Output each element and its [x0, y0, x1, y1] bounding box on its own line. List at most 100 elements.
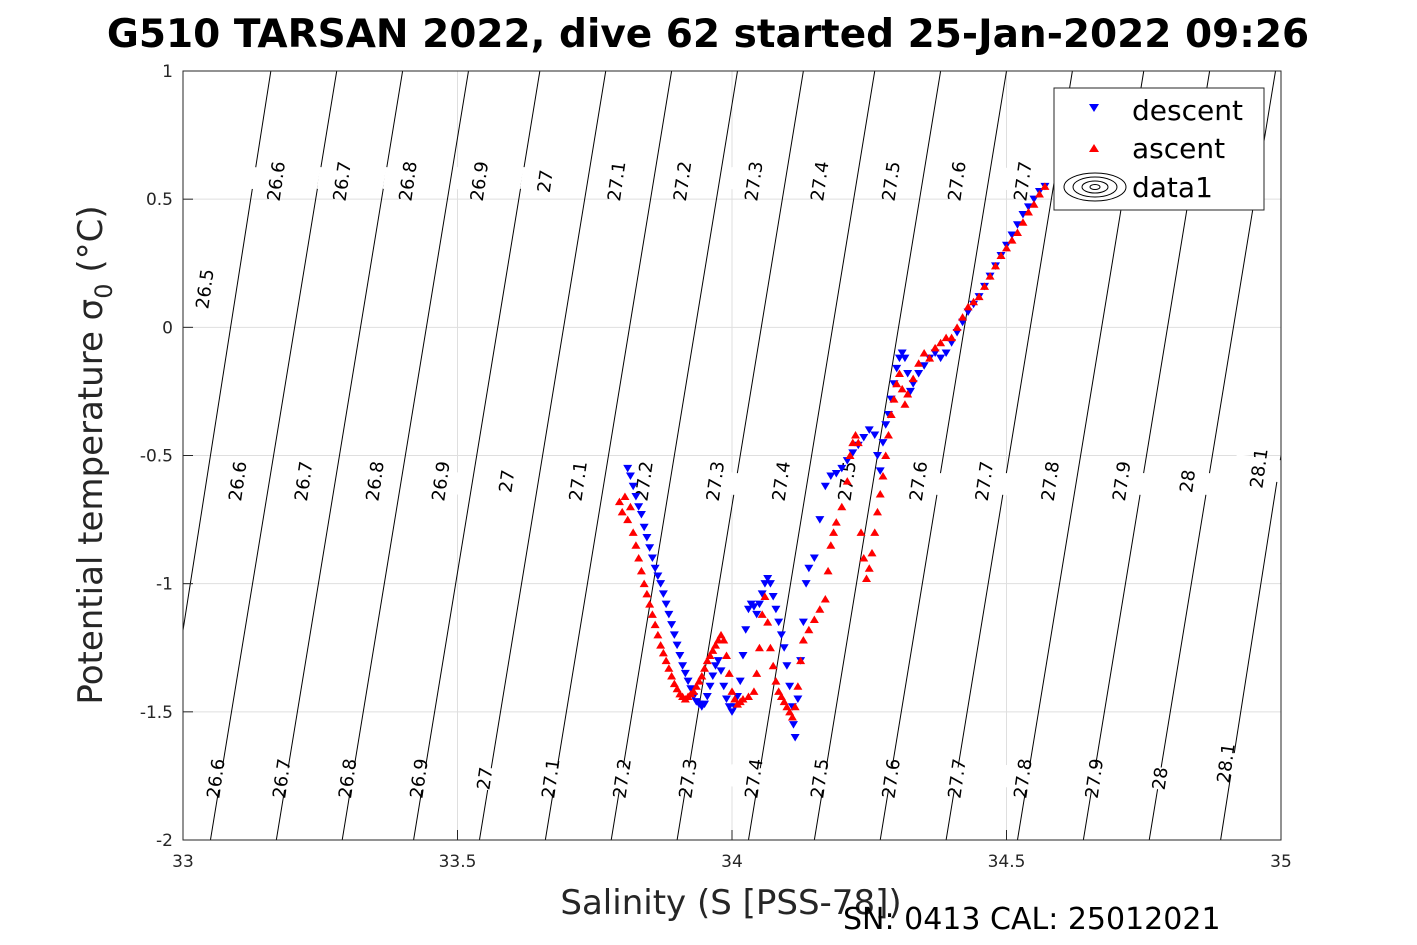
descent-point	[875, 467, 885, 475]
isopycnal-27	[478, 71, 607, 840]
isopycnal-label-bg	[1096, 466, 1148, 496]
descent-point	[842, 457, 852, 465]
isopycnal-label-27: 27	[473, 766, 497, 792]
ascent-point	[782, 702, 792, 711]
ascent-point	[623, 515, 633, 524]
descent-point	[738, 651, 748, 660]
ascent-point	[716, 630, 726, 639]
ascent-point	[930, 343, 940, 352]
isopycnal-label-bg	[728, 764, 780, 793]
ascent-point	[798, 636, 808, 644]
isopycnal-label-bg	[931, 166, 983, 196]
descent-point	[900, 354, 910, 363]
isopycnal-27.3	[676, 71, 804, 840]
ascent-point	[749, 687, 759, 695]
isopycnal-label-bg	[520, 166, 571, 196]
ascent-point	[856, 528, 866, 536]
descent-point	[625, 472, 635, 481]
descent-point	[672, 641, 682, 650]
ascent-point	[886, 410, 896, 418]
isopycnal-label-bg	[662, 764, 714, 793]
descent-point	[669, 631, 679, 639]
descent-point	[908, 380, 918, 388]
ascent-point	[1018, 218, 1028, 226]
x-tick-label: 35	[1270, 852, 1292, 872]
isopycnal-label-bg	[728, 166, 780, 196]
isopycnal-label-bg	[959, 466, 1010, 496]
descent-point	[785, 682, 795, 691]
descent-point	[678, 662, 688, 670]
ascent-point	[776, 692, 786, 700]
descent-point	[782, 662, 792, 670]
isopycnal-label-bg	[794, 166, 846, 196]
ascent-point	[919, 348, 929, 357]
descent-point	[713, 657, 723, 665]
ascent-point	[875, 489, 885, 498]
descent-point	[749, 603, 759, 611]
descent-point	[793, 695, 803, 704]
isopycnal-label-bg	[1025, 466, 1076, 496]
isopycnal-label-bg	[893, 466, 944, 496]
descent-point	[639, 523, 649, 532]
descent-point	[702, 692, 712, 701]
isopycnal-label-bg	[459, 764, 511, 793]
ascent-point	[702, 656, 712, 665]
ascent-point	[914, 359, 924, 367]
descent-point	[864, 426, 874, 434]
ascent-point	[867, 548, 877, 557]
isopycnal-label-bg	[190, 764, 242, 793]
descent-point	[757, 590, 767, 598]
ascent-point	[628, 528, 638, 536]
ascent-point	[647, 610, 657, 618]
descent-point	[732, 692, 742, 701]
descent-point	[667, 621, 677, 629]
ascent-point	[963, 302, 973, 311]
descent-point	[801, 580, 811, 588]
descent-point	[727, 708, 737, 716]
descent-point	[642, 534, 652, 542]
ascent-point	[697, 671, 707, 680]
descent-point	[779, 644, 789, 652]
ascent-point	[958, 313, 968, 321]
legend-entry-data1: data1	[1063, 171, 1213, 204]
ascent-point	[845, 451, 855, 459]
ascent-point	[969, 297, 979, 306]
ascent-point	[894, 369, 904, 377]
isopycnal-label-bg	[322, 764, 373, 793]
descent-point	[947, 339, 957, 347]
isopycnal-27.7	[945, 71, 1073, 840]
descent-point	[826, 472, 836, 481]
descent-point	[930, 349, 940, 357]
ascent-point	[738, 695, 748, 703]
descent-point	[815, 516, 825, 524]
ascent-point	[711, 641, 721, 649]
ascent-point	[831, 518, 841, 526]
descent-point	[686, 685, 696, 693]
ascent-point	[779, 697, 789, 706]
ascent-point	[719, 636, 729, 644]
descent-marker-icon	[1089, 104, 1099, 112]
ascent-point	[985, 272, 995, 280]
descent-point	[919, 362, 929, 370]
descent-point	[752, 610, 762, 619]
descent-point	[804, 564, 814, 573]
descent-point	[763, 575, 773, 583]
ascent-point	[815, 605, 825, 613]
ascent-point	[872, 507, 882, 516]
x-tick-label: 33.5	[439, 852, 477, 872]
x-tick-label: 34	[721, 852, 743, 872]
descent-point	[892, 364, 902, 373]
ascent-point	[653, 630, 663, 639]
descent-point	[653, 572, 663, 580]
ascent-point	[900, 400, 910, 408]
isopycnal-label-bg	[393, 764, 445, 793]
isopycnal-label-bg	[794, 764, 846, 793]
ascent-point	[820, 595, 830, 603]
isopycnal-26.8	[341, 71, 469, 840]
y-tick-label: 1	[162, 62, 173, 82]
legend: descent ascent data1	[1053, 87, 1265, 211]
descent-point	[661, 600, 671, 609]
isopycnal-label-bg	[865, 166, 917, 196]
descent-point	[774, 618, 784, 627]
ascent-marker-icon	[1089, 144, 1099, 152]
